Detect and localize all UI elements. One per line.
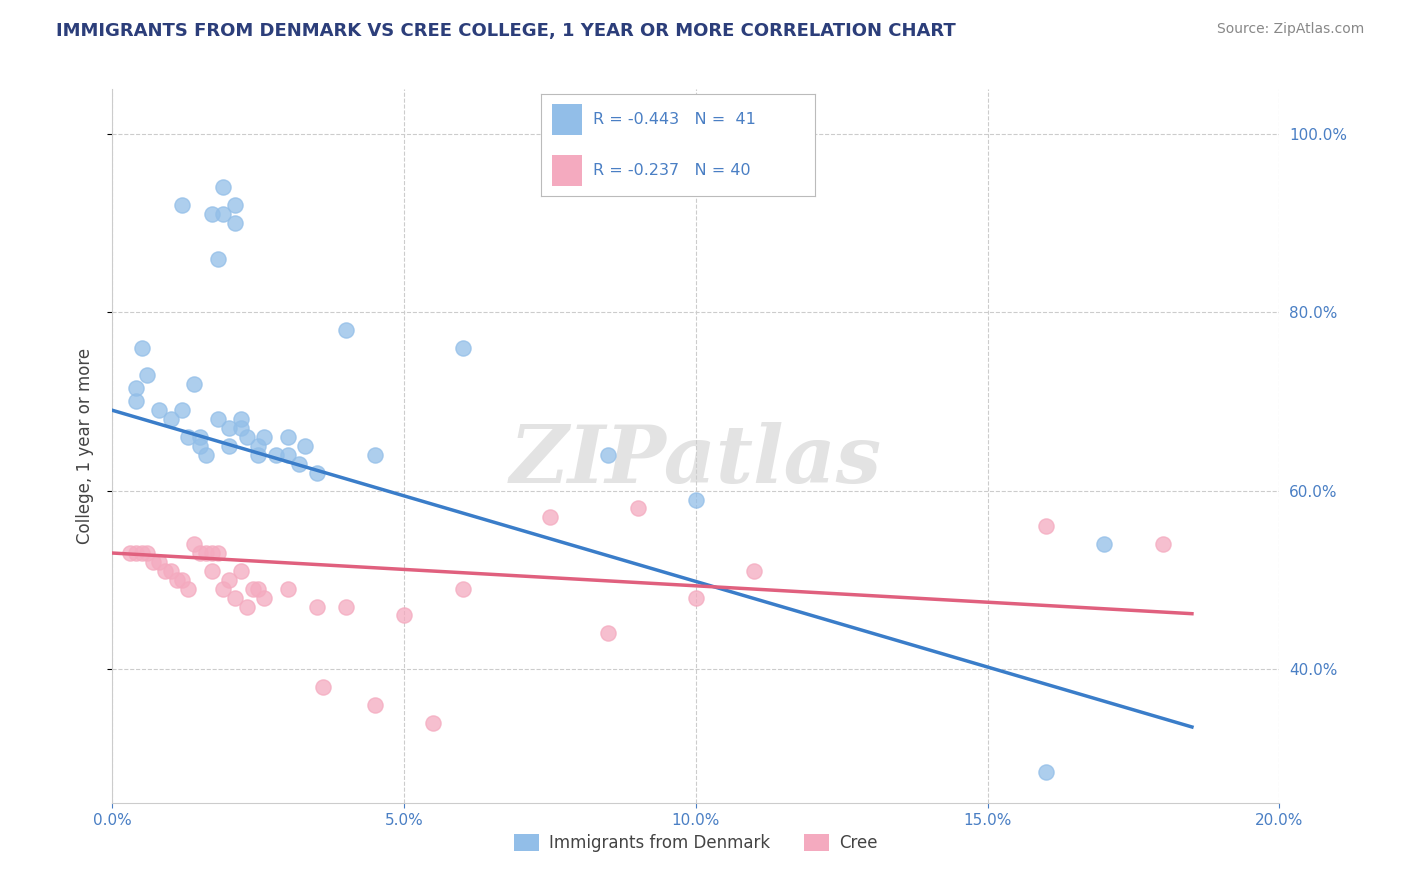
- Point: [364, 698, 387, 712]
- Point: [229, 421, 252, 435]
- Point: [364, 448, 387, 462]
- Point: [177, 582, 200, 596]
- Point: [160, 564, 183, 578]
- Point: [224, 198, 246, 212]
- Point: [305, 466, 328, 480]
- Point: [242, 582, 264, 596]
- Point: [172, 573, 194, 587]
- Point: [177, 430, 200, 444]
- Point: [276, 582, 298, 596]
- Point: [201, 546, 224, 560]
- Point: [212, 180, 235, 194]
- Point: [335, 323, 357, 337]
- Point: [131, 546, 153, 560]
- Point: [247, 582, 270, 596]
- Point: [207, 412, 229, 426]
- Point: [1094, 537, 1116, 551]
- Point: [451, 341, 474, 355]
- Point: [1035, 519, 1057, 533]
- Point: [685, 492, 707, 507]
- Point: [247, 448, 270, 462]
- Point: [422, 715, 444, 730]
- Point: [172, 198, 194, 212]
- Point: [194, 546, 217, 560]
- Point: [160, 412, 183, 426]
- Point: [166, 573, 188, 587]
- Point: [194, 448, 217, 462]
- Legend: Immigrants from Denmark, Cree: Immigrants from Denmark, Cree: [508, 827, 884, 859]
- Point: [172, 403, 194, 417]
- Text: R = -0.237   N = 40: R = -0.237 N = 40: [593, 163, 751, 178]
- Point: [229, 412, 252, 426]
- Point: [188, 439, 211, 453]
- Point: [305, 599, 328, 614]
- Point: [212, 207, 235, 221]
- Text: IMMIGRANTS FROM DENMARK VS CREE COLLEGE, 1 YEAR OR MORE CORRELATION CHART: IMMIGRANTS FROM DENMARK VS CREE COLLEGE,…: [56, 22, 956, 40]
- Point: [148, 555, 170, 569]
- Point: [742, 564, 765, 578]
- Point: [276, 448, 298, 462]
- Point: [183, 537, 205, 551]
- Point: [218, 421, 240, 435]
- Text: Source: ZipAtlas.com: Source: ZipAtlas.com: [1216, 22, 1364, 37]
- Point: [627, 501, 650, 516]
- FancyBboxPatch shape: [553, 155, 582, 186]
- Point: [125, 394, 148, 409]
- Point: [598, 626, 620, 640]
- Point: [235, 430, 257, 444]
- Point: [235, 599, 257, 614]
- Point: [1152, 537, 1174, 551]
- Point: [207, 546, 229, 560]
- Point: [253, 430, 276, 444]
- Point: [183, 376, 205, 391]
- Point: [125, 546, 148, 560]
- Point: [224, 216, 246, 230]
- Point: [125, 381, 148, 395]
- Point: [311, 680, 333, 694]
- Point: [201, 564, 224, 578]
- Point: [148, 403, 170, 417]
- Point: [118, 546, 141, 560]
- Point: [131, 341, 153, 355]
- Point: [451, 582, 474, 596]
- Point: [201, 207, 224, 221]
- Point: [136, 368, 159, 382]
- Point: [276, 430, 298, 444]
- Point: [264, 448, 287, 462]
- FancyBboxPatch shape: [553, 104, 582, 135]
- Point: [218, 439, 240, 453]
- Point: [335, 599, 357, 614]
- Point: [598, 448, 620, 462]
- Point: [394, 608, 416, 623]
- Point: [229, 564, 252, 578]
- Point: [188, 546, 211, 560]
- Point: [212, 582, 235, 596]
- Point: [153, 564, 176, 578]
- Point: [288, 457, 311, 471]
- Point: [1035, 764, 1057, 779]
- Point: [538, 510, 561, 524]
- Text: R = -0.443   N =  41: R = -0.443 N = 41: [593, 112, 756, 127]
- Point: [136, 546, 159, 560]
- Point: [207, 252, 229, 266]
- Point: [294, 439, 316, 453]
- Point: [224, 591, 246, 605]
- Point: [253, 591, 276, 605]
- Text: ZIPatlas: ZIPatlas: [510, 422, 882, 499]
- Point: [142, 555, 165, 569]
- Point: [188, 430, 211, 444]
- Point: [247, 439, 270, 453]
- Y-axis label: College, 1 year or more: College, 1 year or more: [76, 348, 94, 544]
- Point: [218, 573, 240, 587]
- Point: [685, 591, 707, 605]
